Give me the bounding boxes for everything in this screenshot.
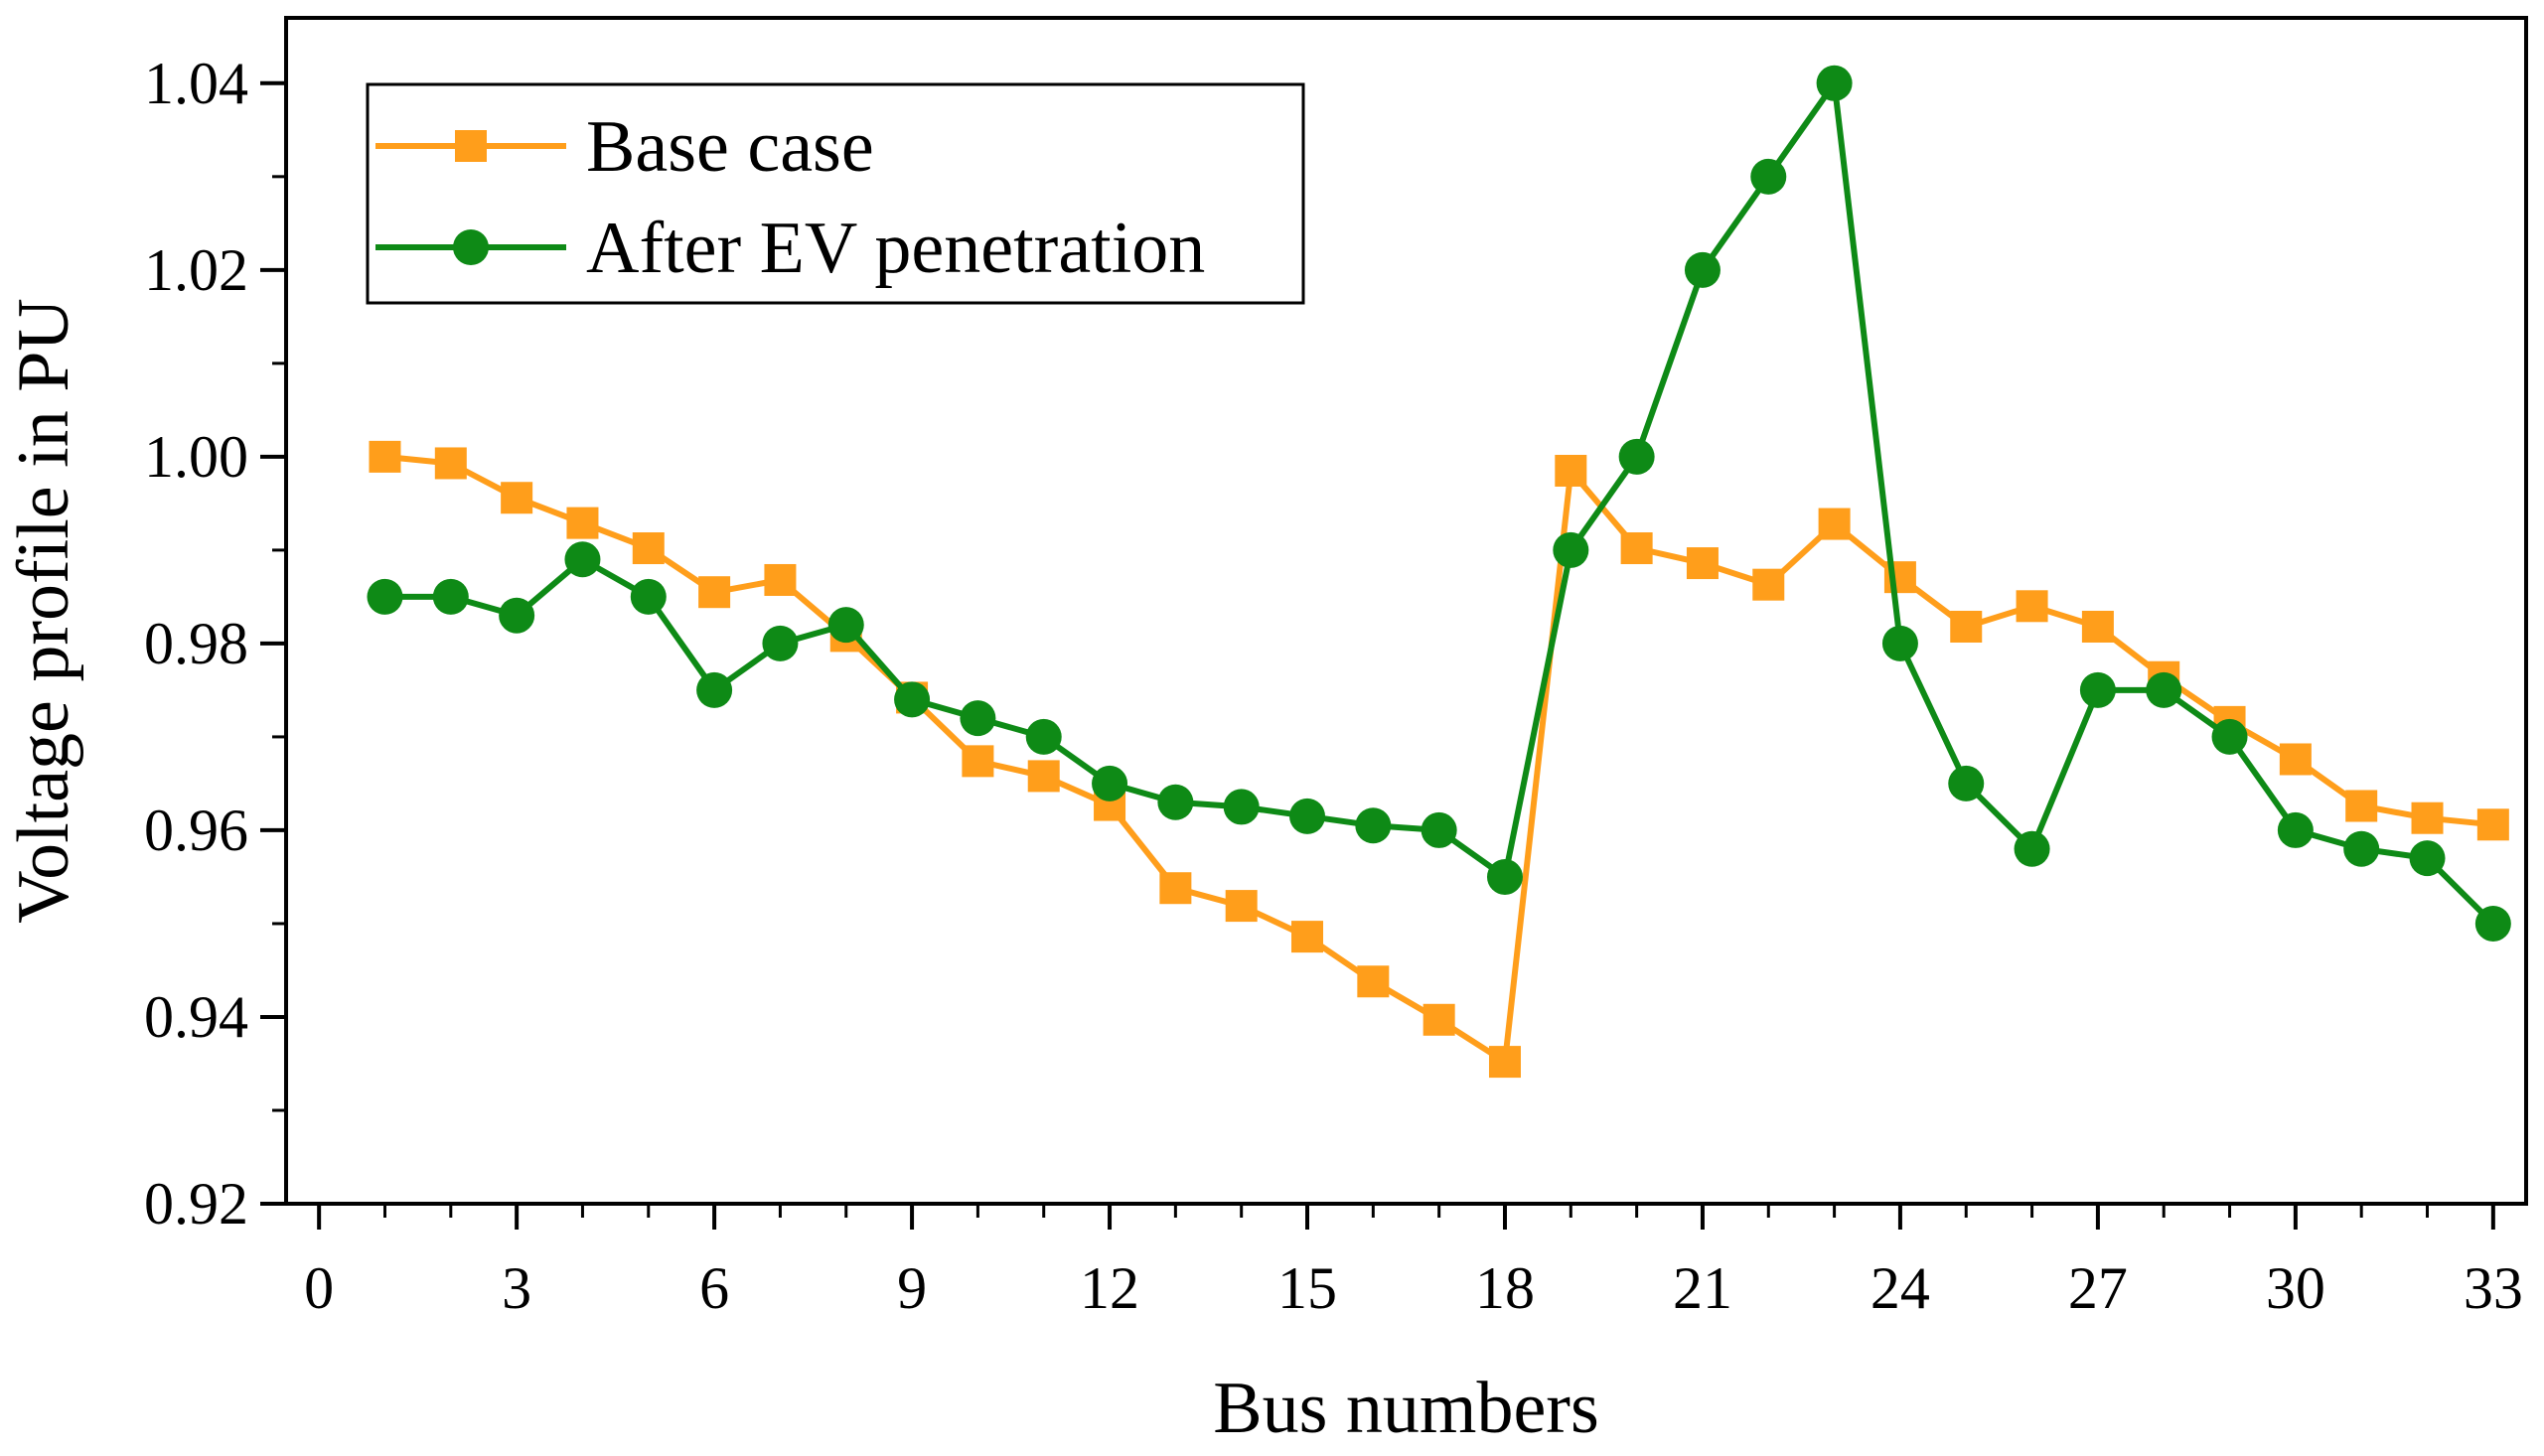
square-marker bbox=[1950, 610, 1983, 643]
circle-marker bbox=[1223, 789, 1260, 825]
x-tick-label: 33 bbox=[2464, 1255, 2523, 1321]
circle-marker bbox=[1684, 251, 1721, 288]
circle-marker bbox=[1157, 784, 1194, 820]
series-line bbox=[384, 453, 2494, 1066]
circle-marker bbox=[827, 607, 864, 644]
y-tick-label: 1.00 bbox=[144, 424, 248, 490]
square-marker bbox=[2345, 790, 2378, 822]
legend-marker bbox=[453, 229, 489, 265]
legend-box bbox=[366, 82, 1305, 305]
legend-entry: Base case bbox=[375, 106, 874, 188]
legend-marker bbox=[455, 130, 487, 162]
legend-entry: After EV penetration bbox=[375, 208, 1205, 289]
y-tick-label: 0.98 bbox=[144, 611, 248, 676]
x-axis-title: Bus numbers bbox=[1213, 1368, 1599, 1449]
y-tick-label: 0.96 bbox=[144, 798, 248, 863]
legend-label: After EV penetration bbox=[586, 208, 1205, 289]
series-after-ev bbox=[367, 65, 2511, 942]
square-marker bbox=[632, 532, 665, 565]
circle-marker bbox=[1355, 807, 1392, 844]
circle-marker bbox=[1092, 765, 1128, 801]
x-tick-label: 15 bbox=[1277, 1255, 1337, 1321]
circle-marker bbox=[1025, 718, 1062, 755]
circle-marker bbox=[1881, 625, 1918, 661]
circle-marker bbox=[1816, 65, 1853, 101]
x-tick-label: 18 bbox=[1475, 1255, 1535, 1321]
series-layer bbox=[367, 65, 2511, 1079]
circle-marker bbox=[2474, 905, 2511, 942]
plot-frame bbox=[284, 16, 2528, 1206]
x-tick-label: 0 bbox=[304, 1255, 334, 1321]
circle-marker bbox=[499, 597, 535, 634]
circle-marker bbox=[1750, 158, 1787, 195]
circle-marker bbox=[630, 578, 667, 615]
axes: 0 3 6 9 12 15 18 21 24 27 30 33 0.92 0.94 0.96 0.98 1.00… bbox=[144, 16, 2528, 1321]
square-marker bbox=[2476, 808, 2509, 841]
square-marker bbox=[1752, 568, 1785, 601]
square-marker bbox=[764, 563, 797, 596]
square-marker bbox=[1686, 547, 1719, 580]
y-tick-label: 0.92 bbox=[144, 1171, 248, 1237]
circle-marker bbox=[2014, 830, 2050, 867]
square-marker bbox=[1159, 872, 1192, 905]
circle-marker bbox=[960, 700, 996, 737]
y-tick-label: 1.04 bbox=[144, 51, 248, 116]
square-marker bbox=[2411, 801, 2444, 834]
circle-marker bbox=[1553, 531, 1589, 568]
square-marker bbox=[1818, 508, 1851, 540]
square-marker bbox=[1422, 1003, 1455, 1036]
square-marker bbox=[962, 745, 994, 778]
square-marker bbox=[1620, 532, 1653, 565]
y-tick-label: 0.94 bbox=[144, 984, 248, 1050]
square-marker bbox=[1291, 921, 1324, 953]
circle-marker bbox=[2343, 830, 2380, 867]
circle-marker bbox=[2146, 671, 2182, 708]
x-tick-label: 3 bbox=[502, 1255, 531, 1321]
circle-marker bbox=[432, 578, 469, 615]
square-marker bbox=[434, 447, 467, 480]
square-marker bbox=[2279, 743, 2312, 776]
circle-marker bbox=[2079, 671, 2116, 708]
square-marker bbox=[698, 576, 731, 609]
x-tick-label: 9 bbox=[897, 1255, 927, 1321]
square-marker bbox=[1027, 760, 1060, 793]
x-tick-label: 12 bbox=[1080, 1255, 1139, 1321]
series-base-case bbox=[369, 440, 2509, 1079]
square-marker bbox=[1555, 454, 1587, 487]
circle-marker bbox=[894, 681, 931, 718]
circle-marker bbox=[696, 671, 733, 708]
square-marker bbox=[1488, 1046, 1521, 1079]
circle-marker bbox=[1289, 798, 1326, 834]
square-marker bbox=[566, 507, 599, 539]
legend: Base case After EV penetration bbox=[366, 82, 1305, 305]
circle-marker bbox=[564, 541, 601, 578]
circle-marker bbox=[367, 578, 403, 615]
legend-label: Base case bbox=[586, 106, 874, 188]
circle-marker bbox=[1618, 438, 1655, 475]
x-tick-label: 27 bbox=[2068, 1255, 2128, 1321]
square-marker bbox=[1357, 965, 1390, 998]
square-marker bbox=[1225, 890, 1258, 923]
circle-marker bbox=[762, 625, 799, 661]
x-tick-label: 6 bbox=[699, 1255, 729, 1321]
square-marker bbox=[369, 440, 401, 473]
circle-marker bbox=[1486, 858, 1523, 895]
y-axis-title: Voltage profile in PU bbox=[3, 298, 84, 924]
y-tick-label: 1.02 bbox=[144, 237, 248, 303]
circle-marker bbox=[2211, 718, 2248, 755]
x-tick-label: 21 bbox=[1673, 1255, 1732, 1321]
circle-marker bbox=[2277, 811, 2314, 848]
circle-marker bbox=[2409, 840, 2446, 877]
square-marker bbox=[2081, 610, 2114, 643]
circle-marker bbox=[1948, 765, 1985, 801]
x-tick-label: 24 bbox=[1871, 1255, 1930, 1321]
square-marker bbox=[501, 482, 533, 514]
circle-marker bbox=[1421, 811, 1457, 848]
x-tick-label: 30 bbox=[2266, 1255, 2325, 1321]
square-marker bbox=[2016, 590, 2048, 623]
